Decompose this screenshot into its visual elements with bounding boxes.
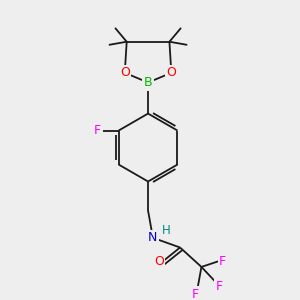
Text: O: O bbox=[154, 255, 164, 268]
Text: F: F bbox=[219, 255, 226, 268]
Text: F: F bbox=[192, 288, 199, 300]
Text: F: F bbox=[215, 280, 223, 293]
Text: F: F bbox=[94, 124, 101, 137]
Text: O: O bbox=[167, 66, 176, 79]
Text: O: O bbox=[120, 66, 130, 79]
Text: N: N bbox=[148, 231, 158, 244]
Text: B: B bbox=[144, 76, 152, 89]
Text: H: H bbox=[162, 224, 171, 236]
